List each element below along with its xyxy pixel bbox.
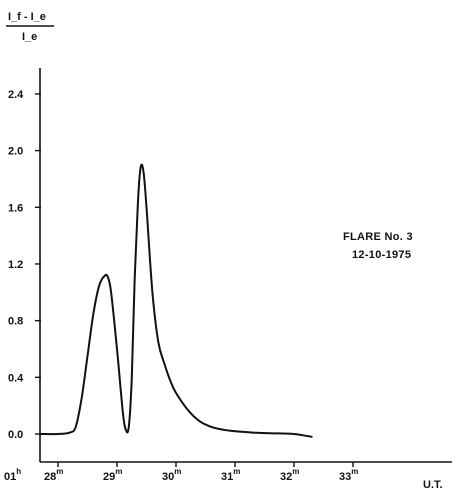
- y-tick-label: 0.0: [8, 429, 23, 441]
- x-tick-sup: m: [292, 467, 299, 476]
- series-line: [39, 163, 313, 438]
- annotation-title: FLARE No. 3: [343, 231, 413, 243]
- x-tick-sup: m: [351, 467, 358, 476]
- x-tick-label: 29m: [103, 467, 122, 483]
- y-label-numerator: I_f - I_e: [8, 11, 46, 23]
- y-tick-label: 2.4: [8, 89, 24, 101]
- x-tick-prefix-sup: h: [16, 467, 21, 476]
- y-label-denominator: I_e: [22, 31, 37, 43]
- x-tick-sup: m: [115, 467, 122, 476]
- x-tick-value: 28: [44, 471, 56, 483]
- y-tick-label: 2.0: [8, 146, 23, 158]
- y-tick-label: 1.2: [8, 259, 23, 271]
- x-tick-value: 31: [221, 471, 233, 483]
- x-tick-label: 33m: [339, 467, 358, 483]
- y-tick-label: 1.6: [8, 202, 23, 214]
- x-tick-sup: m: [56, 467, 63, 476]
- y-tick-label: 0.8: [8, 316, 23, 328]
- x-tick-sup: m: [174, 467, 181, 476]
- x-axis-label: U.T.: [423, 479, 443, 491]
- x-tick-label: 30m: [162, 467, 181, 483]
- x-tick-label: 32m: [280, 467, 299, 483]
- annotation-date: 12-10-1975: [352, 249, 411, 261]
- x-tick-value: 32: [280, 471, 292, 483]
- x-tick-value: 29: [103, 471, 115, 483]
- x-tick-sup: m: [233, 467, 240, 476]
- x-tick-prefix: 01h: [4, 467, 21, 483]
- flare-annotation: FLARE No. 3 12-10-1975: [343, 231, 413, 261]
- x-tick-label: 31m: [221, 467, 240, 483]
- y-tick-label: 0.4: [8, 372, 24, 384]
- y-axis-label: I_f - I_e I_e: [6, 11, 54, 43]
- x-tick-value: 33: [339, 471, 351, 483]
- x-ticks: 01h 28m 29m 30m 31m 32m 33m: [4, 462, 358, 483]
- y-ticks: 0.0 0.4 0.8 1.2 1.6 2.0 2.4: [8, 89, 41, 441]
- x-tick-label: 28m: [44, 467, 63, 483]
- x-tick-value: 30: [162, 471, 174, 483]
- axes: [39, 68, 452, 463]
